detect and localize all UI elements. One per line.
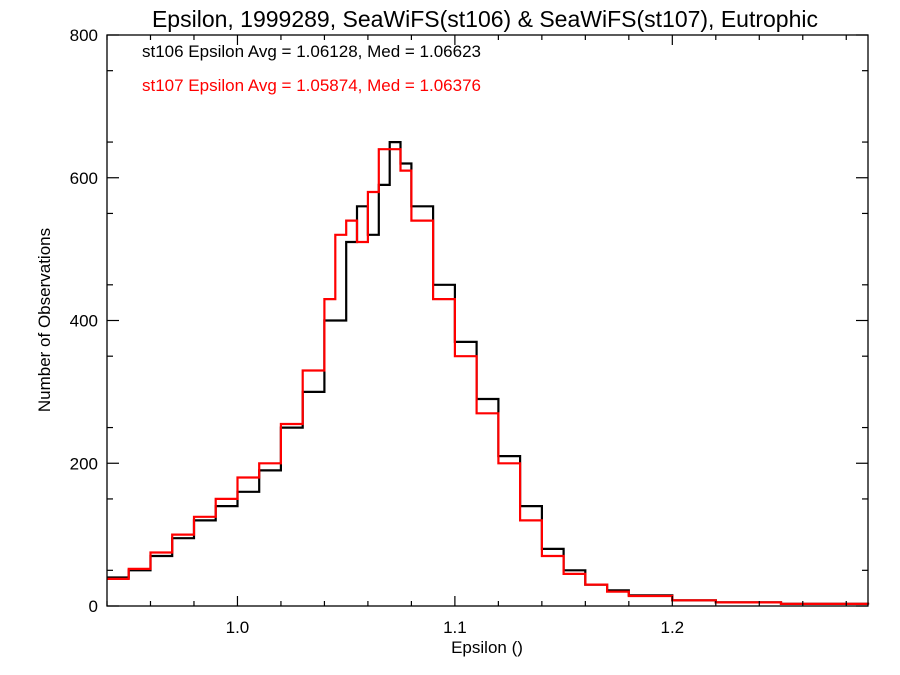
x-tick-label: 1.2: [660, 618, 684, 637]
y-tick-label: 400: [70, 312, 98, 331]
x-axis-label: Epsilon (): [451, 638, 523, 657]
series-layer: [107, 141, 870, 605]
y-axis-label: Number of Observations: [35, 228, 54, 412]
y-tick-label: 600: [70, 169, 98, 188]
plot-frame: [106, 34, 869, 607]
series-line-2: [107, 148, 870, 605]
series-line-1: [107, 141, 870, 605]
y-tick-label: 200: [70, 454, 98, 473]
legend: st106 Epsilon Avg = 1.06128, Med = 1.066…: [142, 42, 481, 95]
ticks-layer: 1.0 1.1 1.2 0 200 400 600 800: [70, 26, 868, 637]
x-tick-label: 1.0: [226, 618, 250, 637]
chart-title: Epsilon, 1999289, SeaWiFS(st106) & SeaWi…: [152, 6, 818, 32]
legend-entry-st106: st106 Epsilon Avg = 1.06128, Med = 1.066…: [142, 42, 481, 61]
legend-entry-st107: st107 Epsilon Avg = 1.05874, Med = 1.063…: [142, 76, 481, 95]
y-tick-label: 0: [89, 597, 98, 616]
y-tick-label: 800: [70, 26, 98, 45]
x-tick-label: 1.1: [443, 618, 467, 637]
